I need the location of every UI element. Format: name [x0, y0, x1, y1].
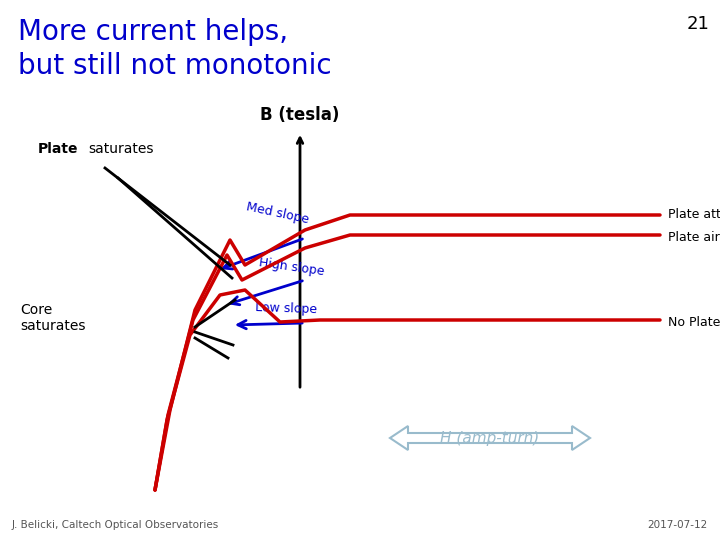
Text: Low slope: Low slope [255, 301, 318, 316]
Text: High slope: High slope [258, 256, 325, 278]
Text: J. Belicki, Caltech Optical Observatories: J. Belicki, Caltech Optical Observatorie… [12, 520, 220, 530]
Text: Core
saturates: Core saturates [20, 303, 86, 333]
Text: H (amp-turn): H (amp-turn) [441, 430, 539, 445]
Text: Plate air gap: Plate air gap [668, 232, 720, 245]
Text: Plate: Plate [38, 142, 78, 156]
Text: 21: 21 [687, 15, 710, 33]
Text: Plate attached: Plate attached [668, 208, 720, 221]
Text: More current helps,
but still not monotonic: More current helps, but still not monoto… [18, 18, 332, 79]
Text: 2017-07-12: 2017-07-12 [648, 520, 708, 530]
Text: B (tesla): B (tesla) [261, 106, 340, 124]
Text: No Plate: No Plate [668, 315, 720, 328]
Text: saturates: saturates [88, 142, 153, 156]
Text: Med slope: Med slope [245, 200, 310, 226]
